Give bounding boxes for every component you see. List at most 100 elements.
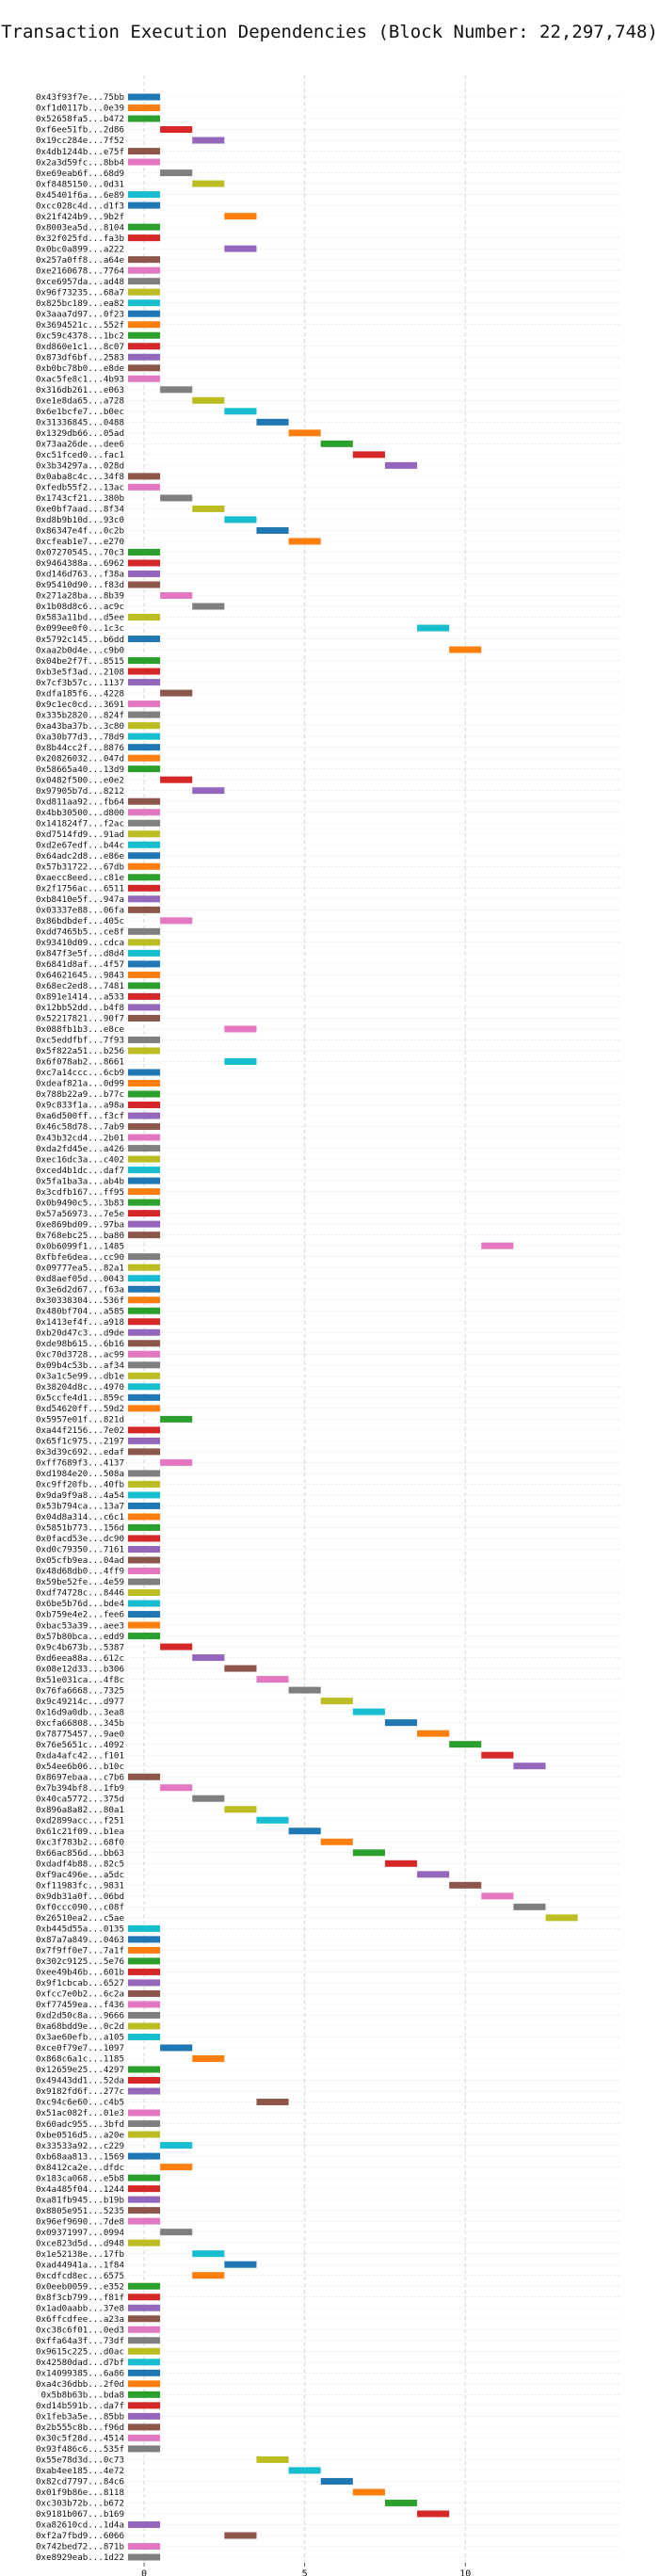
dependency-bar <box>128 1936 161 1943</box>
dependency-bar <box>417 2510 450 2518</box>
dependency-bar <box>128 1155 161 1163</box>
dependency-bar <box>224 1057 257 1065</box>
dependency-bar <box>128 1946 161 1954</box>
tx-label: 0xaecc8eed...c81e <box>36 873 124 883</box>
tx-label: 0x04be2f7f...8515 <box>36 656 124 667</box>
tx-label: 0x088fb1b3...e8ce <box>36 1024 124 1035</box>
dependency-bar <box>128 2542 161 2550</box>
tx-label: 0xda4afc42...f101 <box>36 1750 124 1761</box>
tx-label: 0x46c58d78...7ab9 <box>36 1122 124 1133</box>
tx-label: 0xdeaf821a...0d99 <box>36 1079 124 1089</box>
dependency-bar <box>128 2423 161 2431</box>
tx-label: 0xa68bdd9e...0c2d <box>36 2021 124 2032</box>
tx-label: 0xcc028c4d...d1f3 <box>36 201 124 211</box>
tx-label: 0x5792c145...b6dd <box>36 635 124 645</box>
tx-label: 0xcdfcd8ec...6575 <box>36 2271 124 2281</box>
dependency-bar <box>128 2174 161 2182</box>
dependency-bar <box>128 895 161 903</box>
tx-label: 0xf77459ea...f436 <box>36 2000 124 2010</box>
tx-label: 0x45401f6a...6e89 <box>36 190 124 201</box>
dependency-bar <box>128 1296 161 1304</box>
tx-label: 0xe69eab6f...68d9 <box>36 169 124 179</box>
dependency-bar <box>128 1600 161 1607</box>
tx-label: 0x53b794ca...13a7 <box>36 1502 124 1512</box>
dependency-bar <box>128 1285 161 1293</box>
tx-label: 0x788b22a9...b77c <box>36 1089 124 1100</box>
dependency-bar <box>128 2369 161 2376</box>
dependency-bar <box>128 1393 161 1401</box>
tx-label: 0x9db31a0f...06bd <box>36 1892 124 1902</box>
dependency-bar <box>128 2131 161 2138</box>
tx-label: 0x86347e4f...0c2b <box>36 526 124 537</box>
dependency-bar <box>128 1633 161 1640</box>
dependency-bar <box>128 93 161 101</box>
dependency-bar <box>128 949 161 957</box>
tx-label: 0xf2a7fbd9...6066 <box>36 2531 124 2541</box>
dependency-bar <box>128 2217 161 2225</box>
dependency-bar <box>160 776 193 783</box>
tx-label: 0x5f822a51...b256 <box>36 1046 124 1056</box>
tx-label: 0xf1d0117b...0e39 <box>36 104 124 114</box>
dependency-bar <box>128 2152 161 2160</box>
dependency-bar <box>384 2499 418 2506</box>
dependency-bar <box>128 266 161 274</box>
tx-label: 0x1329db66...05ad <box>36 428 124 439</box>
dependency-bar <box>128 1199 161 1206</box>
dependency-bar <box>288 1686 321 1694</box>
dependency-bar <box>128 1470 161 1477</box>
tx-label: 0xa6d500ff...f3cf <box>36 1111 124 1121</box>
dependency-bar <box>128 1426 161 1434</box>
tx-label: 0xce6957da...ad48 <box>36 277 124 287</box>
tx-label: 0xc70d3728...ac99 <box>36 1349 124 1360</box>
dependency-bar <box>128 1134 161 1141</box>
dependency-bar <box>128 1210 161 1217</box>
tx-label: 0x93f486c6...535f <box>36 2444 124 2455</box>
tx-label: 0xc38c6f01...0ed3 <box>36 2325 124 2335</box>
tx-label: 0x4db1244b...e75f <box>36 147 124 157</box>
tx-label: 0x54ee6b06...b10c <box>36 1762 124 1772</box>
dependency-bar <box>128 2196 161 2203</box>
dependency-bar <box>128 700 161 708</box>
dependency-bar <box>128 2347 161 2355</box>
tx-label: 0x316db261...e063 <box>36 385 124 395</box>
dependency-bar <box>128 331 161 339</box>
dependency-bar <box>128 2239 161 2246</box>
dependency-bar <box>449 1881 482 1889</box>
tx-label: 0x3b34297a...028d <box>36 461 124 472</box>
x-tick-label: 5 <box>302 2568 308 2576</box>
tx-label: 0x0bc0a899...a222 <box>36 244 124 254</box>
dependency-bar <box>128 1014 161 1022</box>
tx-label: 0x31336845...0488 <box>36 418 124 428</box>
dependency-bar <box>128 2412 161 2420</box>
tx-label: 0xde98b615...6b16 <box>36 1339 124 1349</box>
dependency-bar <box>481 1751 514 1759</box>
dependency-bar <box>128 1036 161 1043</box>
dependency-bar <box>288 2467 321 2474</box>
tx-label: 0x8412ca2e...dfdc <box>36 2163 124 2173</box>
dependency-bar <box>128 754 161 762</box>
tx-label: 0x64621645...9843 <box>36 971 124 981</box>
tx-label: 0xcfeab1e7...e270 <box>36 537 124 547</box>
tx-label: 0xc9ff20fb...40fb <box>36 1480 124 1490</box>
tx-label: 0xcfa66808...345b <box>36 1718 124 1729</box>
dependency-bar <box>128 1340 161 1347</box>
dependency-bar <box>128 1502 161 1509</box>
tx-label: 0x873df6bf...2583 <box>36 352 124 362</box>
chart-title: Transaction Execution Dependencies (Bloc… <box>1 22 658 42</box>
dependency-bar <box>128 1145 161 1152</box>
tx-label: 0x52217821...90f7 <box>36 1014 124 1024</box>
tx-label: 0x12659e25...4297 <box>36 2065 124 2075</box>
dependency-bar <box>128 1102 161 1109</box>
tx-label: 0x30338304...536f <box>36 1296 124 1306</box>
tx-label: 0x78775457...9ae0 <box>36 1729 124 1739</box>
tx-label: 0x5fa1ba3a...ab4b <box>36 1176 124 1186</box>
dependency-bar <box>128 1167 161 1174</box>
dependency-bar <box>128 1069 161 1076</box>
tx-label: 0x87a7a849...0463 <box>36 1935 124 1945</box>
dependency-bar <box>128 657 161 665</box>
dependency-bar <box>128 158 161 166</box>
y-axis-labels: 0x43f93f7e...75bb0xf1d0117b...0e390x5265… <box>36 92 125 2563</box>
dependency-bar <box>160 689 193 697</box>
dependency-bar <box>128 2001 161 2008</box>
tx-label: 0x3e6d2d67...f63a <box>36 1284 124 1295</box>
